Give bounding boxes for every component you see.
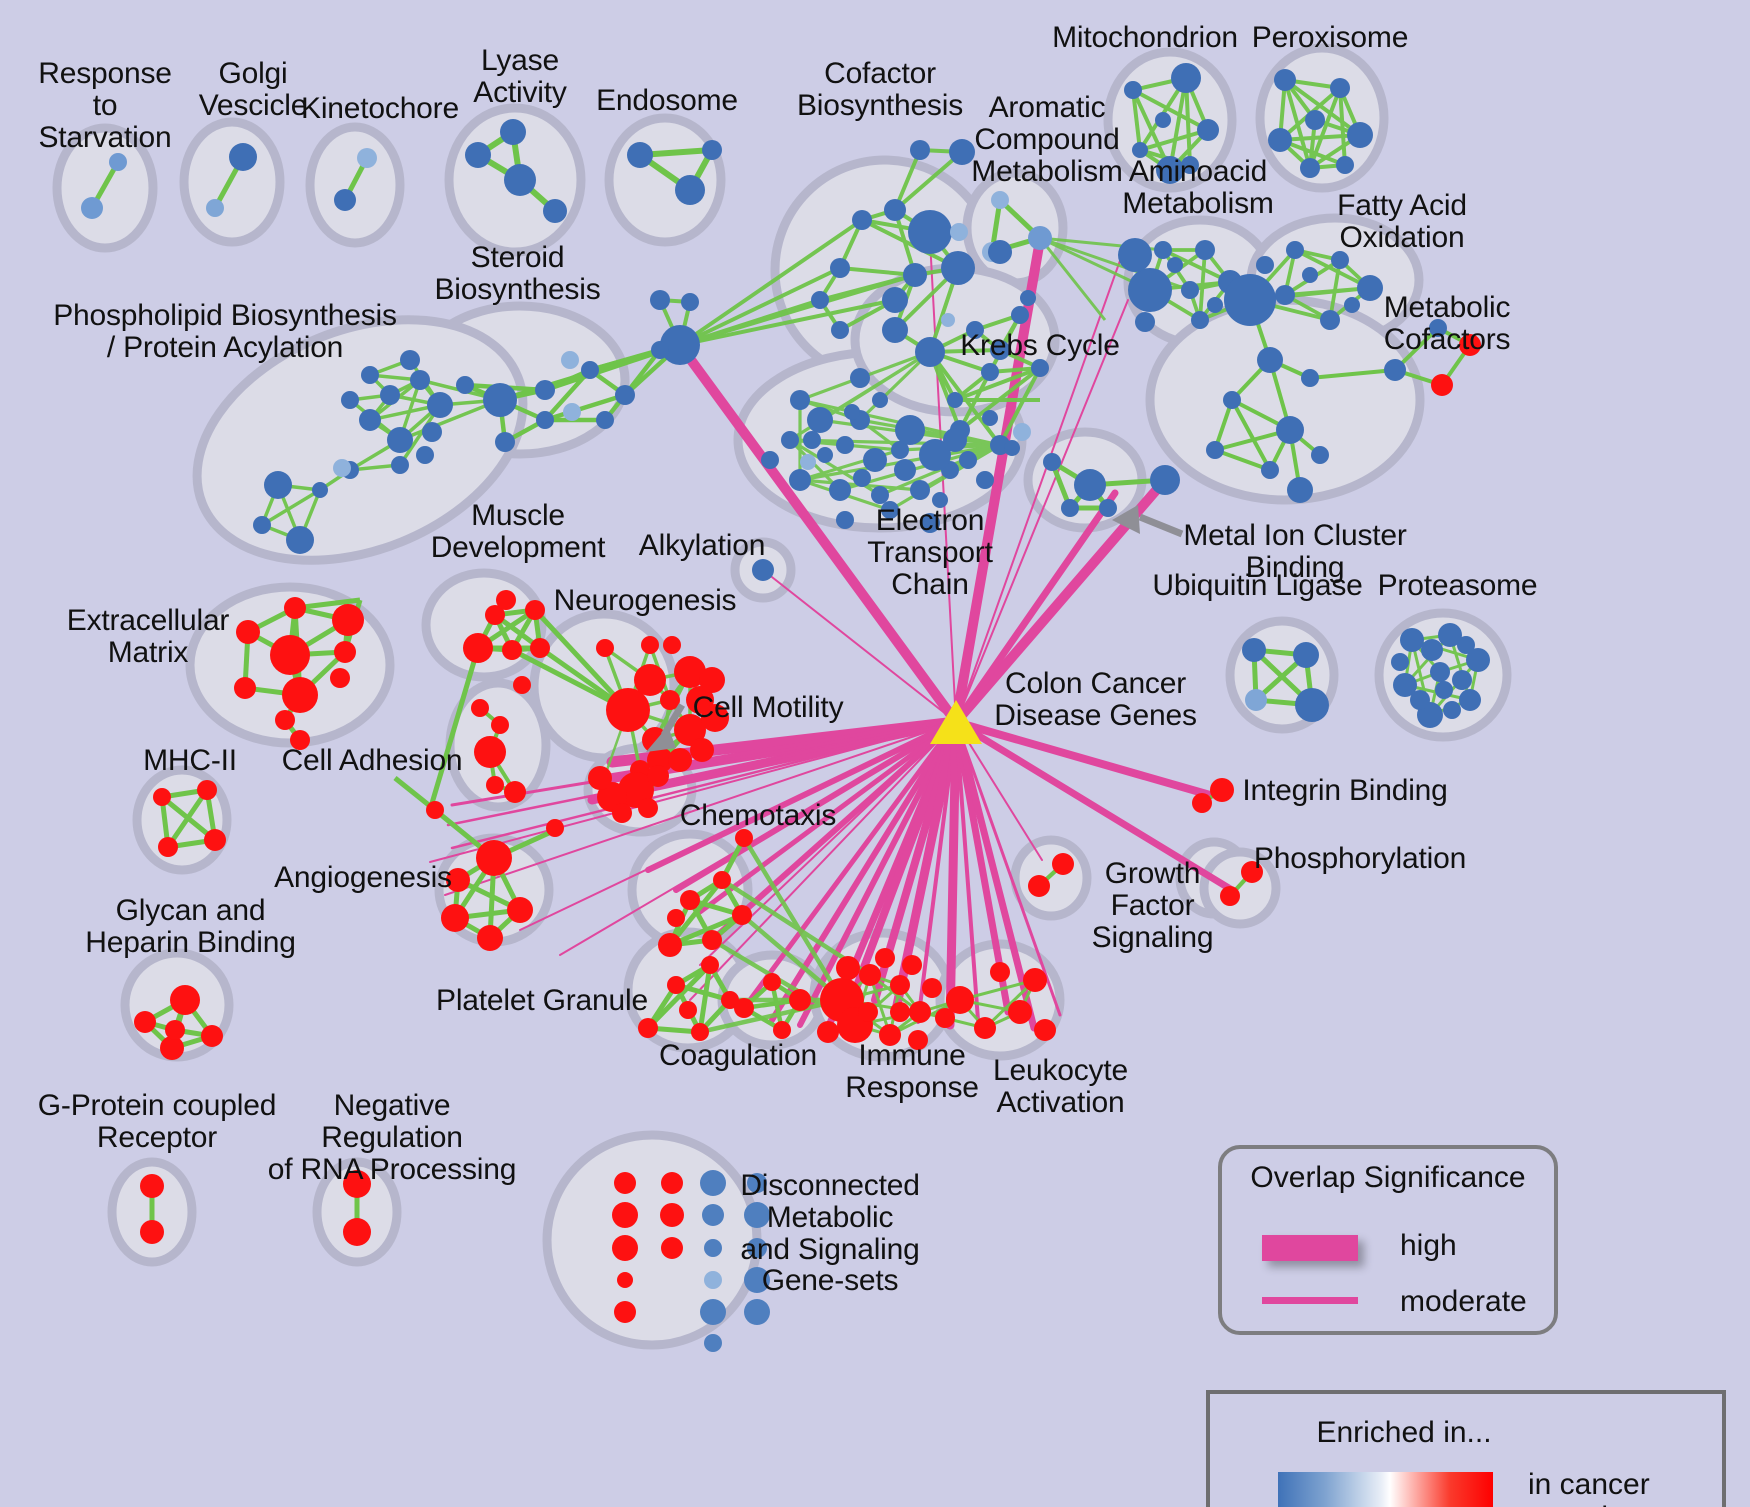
annotation-arrows — [646, 505, 1184, 752]
legend-swatch-moderate — [1262, 1297, 1358, 1304]
legend-enriched-title: Enriched in... — [1316, 1416, 1492, 1449]
legend-swatch-high — [1262, 1235, 1358, 1261]
colon-cancer-hub-node[interactable] — [930, 700, 982, 744]
metal-ion-cluster-binding-arrow — [1112, 505, 1184, 538]
hub-edges — [429, 235, 1236, 1032]
cell-motility-arrow — [646, 703, 686, 752]
legend-overlap-title: Overlap Significance — [1250, 1161, 1526, 1194]
legend-label-high: high — [1400, 1229, 1457, 1262]
legend-label-moderate: moderate — [1400, 1285, 1527, 1318]
legend-enriched-in: Enriched in... Down Up in cancer samples… — [1206, 1390, 1726, 1507]
legend-overlap-significance: Overlap Significance high moderate — [1218, 1145, 1558, 1335]
legend-side-text: in cancer samples vs. controls — [1528, 1468, 1650, 1507]
gene-set-nodes — [81, 63, 1490, 1352]
enrichment-color-scale — [1278, 1472, 1493, 1507]
disconnected-nodes — [612, 1170, 770, 1352]
